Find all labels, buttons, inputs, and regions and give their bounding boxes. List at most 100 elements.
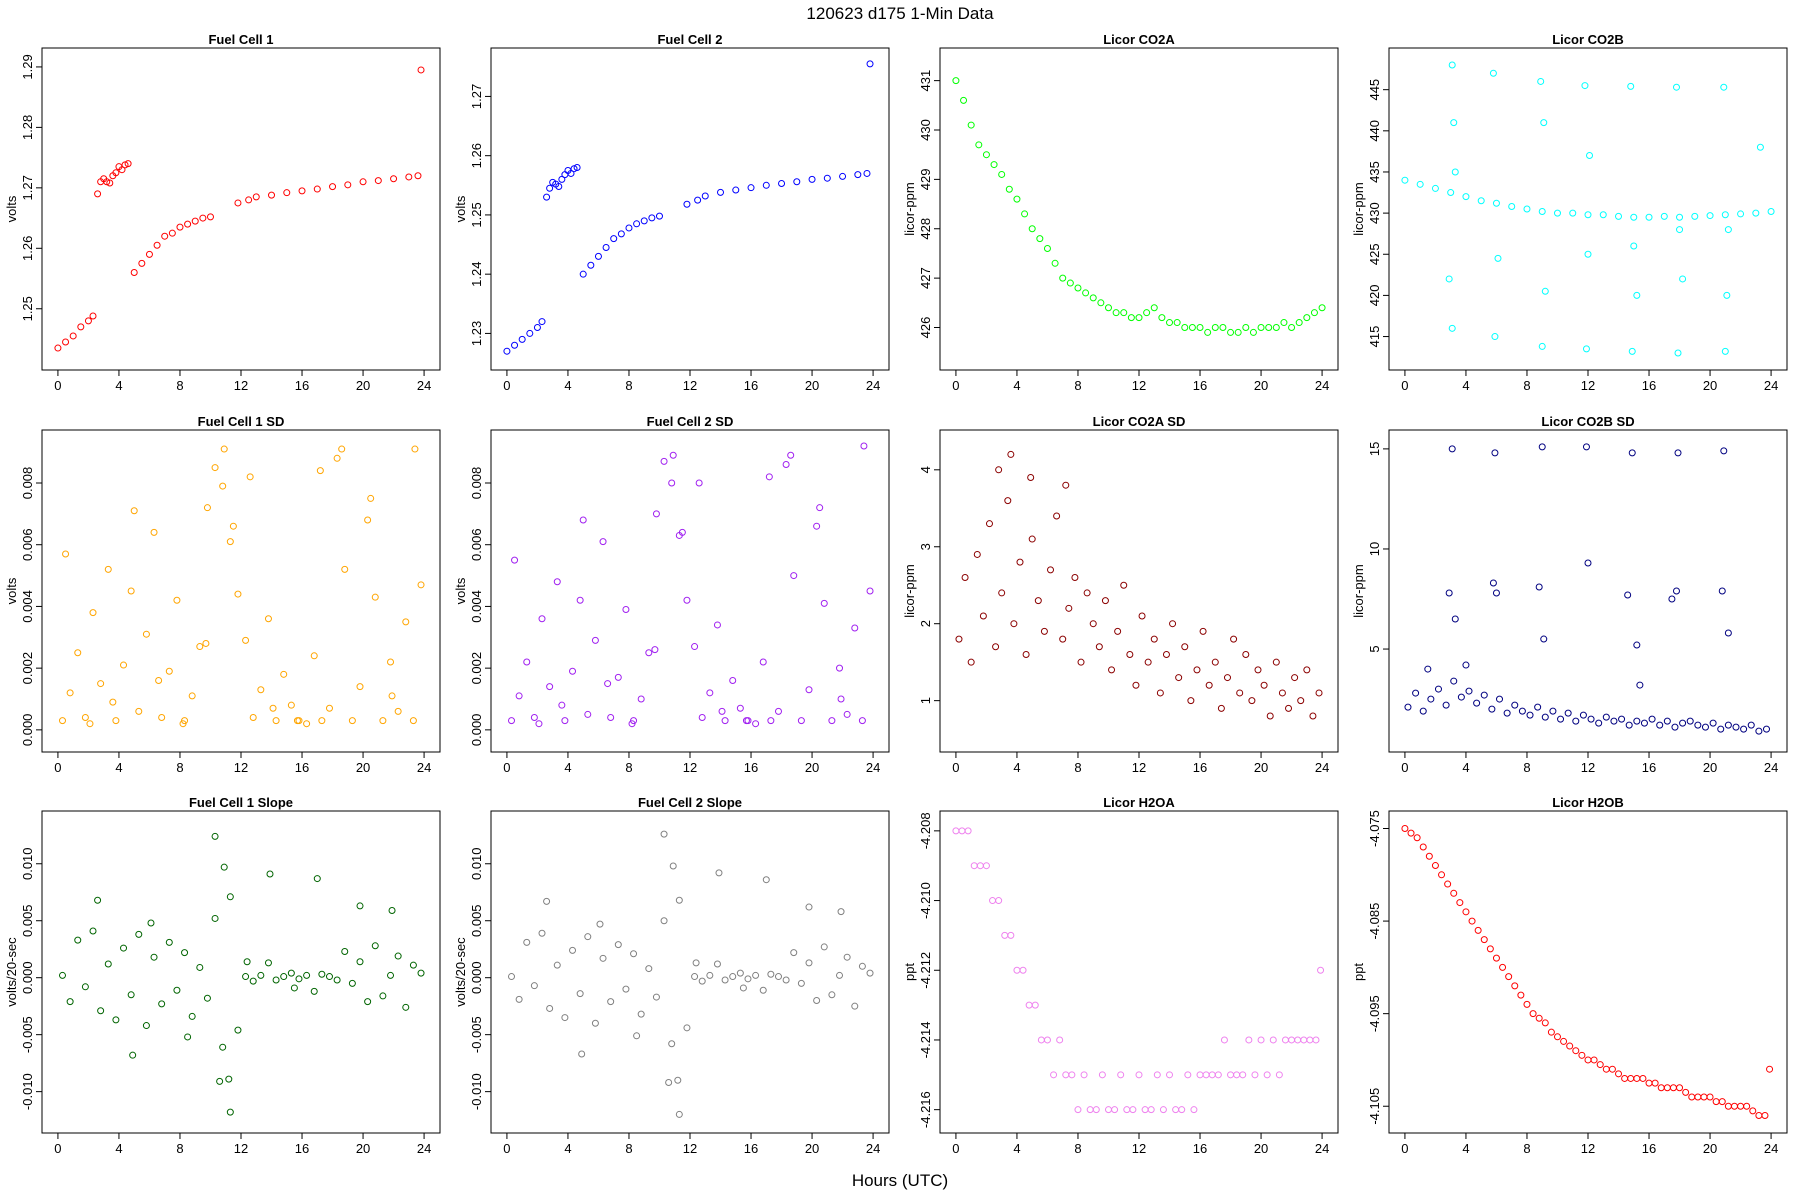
point-licor-co2a-sd	[1223, 674, 1231, 682]
point-licor-h2ob	[1682, 1088, 1690, 1096]
x-tick-label-fuel-cell-1: 16	[295, 378, 309, 393]
point-licor-co2b-sd	[1572, 717, 1580, 725]
point-fuel-cell-2-sd	[511, 556, 519, 564]
point-licor-co2b	[1599, 211, 1607, 219]
point-licor-co2a-sd	[1169, 620, 1177, 628]
point-licor-co2a-sd	[995, 466, 1003, 474]
point-licor-co2b-sd	[1540, 635, 1548, 643]
point-fuel-cell-1-slope	[272, 976, 280, 984]
point-licor-h2oa	[1098, 1071, 1106, 1079]
x-tick-label-fuel-cell-1-sd: 4	[115, 760, 122, 775]
point-fuel-cell-1-sd	[280, 670, 288, 678]
point-licor-co2b-sd	[1679, 719, 1687, 727]
point-licor-co2a-sd	[1193, 666, 1201, 674]
point-licor-co2b-sd	[1633, 641, 1641, 649]
point-licor-co2a-sd	[1156, 689, 1164, 697]
point-licor-co2b	[1756, 143, 1764, 151]
point-fuel-cell-2-sd	[718, 707, 726, 715]
x-tick-label-fuel-cell-2: 16	[744, 378, 758, 393]
point-fuel-cell-1-slope	[387, 971, 395, 979]
series-licor-co2a-sd	[955, 450, 1323, 720]
point-fuel-cell-1-sd	[62, 550, 70, 558]
point-licor-h2oa	[1080, 1071, 1088, 1079]
point-licor-co2b-sd	[1535, 583, 1543, 591]
point-fuel-cell-1-slope	[402, 1003, 410, 1011]
point-fuel-cell-1-slope	[165, 938, 173, 946]
point-fuel-cell-2	[546, 184, 554, 192]
point-licor-co2a-sd	[998, 589, 1006, 597]
point-licor-h2oa	[1251, 1071, 1259, 1079]
x-tick-label-licor-h2ob: 24	[1764, 1141, 1778, 1156]
point-fuel-cell-2-sd	[860, 442, 868, 450]
point-licor-co2b	[1645, 213, 1653, 221]
point-licor-co2b-sd	[1602, 713, 1610, 721]
point-licor-co2a	[1288, 323, 1296, 331]
point-fuel-cell-1-sd	[86, 720, 94, 728]
point-licor-h2ob	[1523, 1000, 1531, 1008]
y-tick-label-fuel-cell-1: 1.27	[20, 175, 35, 200]
point-fuel-cell-2-slope	[698, 977, 706, 985]
point-licor-co2a	[1112, 309, 1120, 317]
point-fuel-cell-2	[573, 164, 581, 172]
point-fuel-cell-1-slope	[257, 971, 265, 979]
point-licor-h2oa	[1178, 1106, 1186, 1114]
point-fuel-cell-1-sd	[402, 618, 410, 626]
point-fuel-cell-2-sd	[706, 689, 714, 697]
point-fuel-cell-1-slope	[147, 919, 155, 927]
y-tick-label-fuel-cell-1: 1.25	[20, 296, 35, 321]
point-fuel-cell-1	[184, 220, 192, 228]
x-tick-label-fuel-cell-2-slope: 4	[564, 1141, 571, 1156]
point-fuel-cell-1-slope	[333, 976, 341, 984]
y-axis-label-fuel-cell-2: volts	[453, 195, 468, 222]
point-fuel-cell-2-sd	[721, 717, 729, 725]
point-licor-co2b-sd	[1511, 701, 1519, 709]
point-licor-co2b	[1676, 226, 1684, 234]
x-tick-label-fuel-cell-1-slope: 8	[176, 1141, 183, 1156]
point-fuel-cell-1-slope	[89, 927, 97, 935]
point-fuel-cell-2-slope	[614, 941, 622, 949]
point-licor-co2a-sd	[1138, 612, 1146, 620]
point-fuel-cell-1-slope	[310, 987, 318, 995]
point-licor-co2a	[1303, 314, 1311, 322]
point-fuel-cell-1-slope	[409, 961, 417, 969]
point-fuel-cell-2	[570, 165, 578, 173]
point-fuel-cell-2-slope	[805, 903, 813, 911]
point-licor-co2b-sd	[1640, 719, 1648, 727]
x-tick-label-fuel-cell-1-sd: 20	[356, 760, 370, 775]
point-licor-co2b	[1674, 349, 1682, 357]
point-licor-co2b-sd	[1747, 721, 1755, 729]
point-licor-co2b-sd	[1763, 725, 1771, 733]
point-fuel-cell-2-slope	[706, 971, 714, 979]
x-tick-label-licor-h2ob: 12	[1581, 1141, 1595, 1156]
point-licor-h2ob	[1743, 1102, 1751, 1110]
point-licor-co2a	[1181, 323, 1189, 331]
point-licor-co2a	[1074, 284, 1082, 292]
point-fuel-cell-1	[359, 178, 367, 186]
point-licor-h2oa	[995, 897, 1003, 905]
point-licor-co2a-sd	[1027, 474, 1035, 482]
x-tick-label-licor-h2ob: 0	[1401, 1141, 1408, 1156]
series-licor-h2oa	[952, 827, 1325, 1114]
point-licor-co2b-sd	[1404, 703, 1412, 711]
y-tick-label-fuel-cell-1: 1.28	[20, 115, 35, 140]
y-tick-label-fuel-cell-2-slope: 0.000	[469, 961, 484, 994]
point-fuel-cell-1-sd	[264, 615, 272, 623]
point-licor-h2ob	[1621, 1074, 1629, 1082]
point-fuel-cell-2	[538, 318, 546, 326]
point-licor-h2oa	[1147, 1106, 1155, 1114]
point-fuel-cell-1-sd	[394, 707, 402, 715]
x-tick-label-fuel-cell-2: 4	[564, 378, 571, 393]
point-licor-co2a-sd	[1236, 689, 1244, 697]
point-fuel-cell-2-sd	[820, 599, 828, 607]
point-licor-h2ob	[1749, 1107, 1757, 1115]
point-licor-co2a	[1249, 328, 1257, 336]
x-tick-label-fuel-cell-1-sd: 0	[54, 760, 61, 775]
x-tick-label-fuel-cell-1-sd: 24	[417, 760, 431, 775]
point-fuel-cell-1	[329, 183, 337, 191]
point-fuel-cell-1	[234, 199, 242, 207]
point-licor-h2oa	[1104, 1106, 1112, 1114]
point-fuel-cell-1-slope	[356, 958, 364, 966]
point-licor-co2a	[1257, 323, 1265, 331]
x-tick-label-fuel-cell-1-sd: 16	[295, 760, 309, 775]
